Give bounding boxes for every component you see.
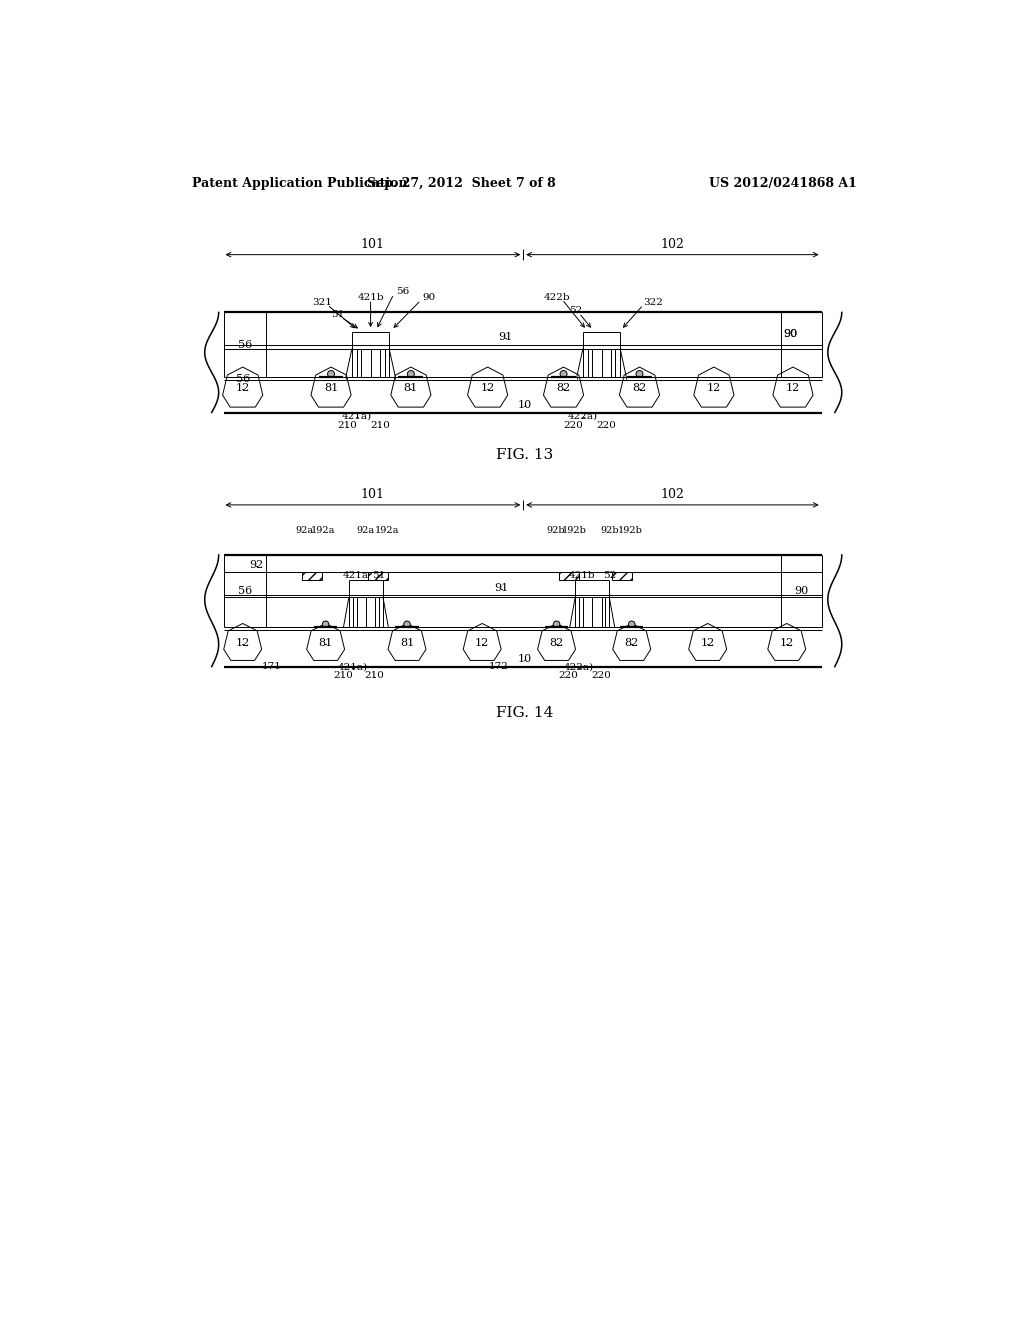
Text: 101: 101 bbox=[360, 238, 385, 251]
Text: 12: 12 bbox=[707, 383, 721, 393]
Text: 91: 91 bbox=[499, 333, 513, 342]
Bar bbox=[302, 572, 322, 581]
Polygon shape bbox=[223, 623, 262, 660]
Text: Sep. 27, 2012  Sheet 7 of 8: Sep. 27, 2012 Sheet 7 of 8 bbox=[367, 177, 556, 190]
Text: 12: 12 bbox=[236, 383, 250, 393]
Text: 220: 220 bbox=[558, 672, 579, 680]
Polygon shape bbox=[538, 623, 575, 660]
Circle shape bbox=[553, 620, 560, 627]
Circle shape bbox=[328, 371, 335, 378]
Polygon shape bbox=[388, 623, 426, 660]
Polygon shape bbox=[689, 623, 727, 660]
Text: 101: 101 bbox=[360, 488, 385, 502]
Text: FIG. 13: FIG. 13 bbox=[497, 447, 553, 462]
Text: US 2012/0241868 A1: US 2012/0241868 A1 bbox=[709, 177, 856, 190]
Text: 12: 12 bbox=[785, 383, 800, 393]
Text: 92: 92 bbox=[250, 560, 264, 570]
Text: 172: 172 bbox=[488, 663, 508, 671]
Text: 81: 81 bbox=[403, 383, 418, 393]
Text: 210: 210 bbox=[337, 421, 357, 430]
Text: 220: 220 bbox=[563, 421, 584, 430]
Bar bbox=[559, 572, 579, 581]
Text: 52: 52 bbox=[569, 306, 583, 315]
Text: 421a): 421a) bbox=[342, 412, 372, 421]
Polygon shape bbox=[544, 367, 584, 407]
Text: 12: 12 bbox=[475, 638, 489, 648]
Text: 92b: 92b bbox=[601, 525, 620, 535]
Text: 82: 82 bbox=[556, 383, 570, 393]
Text: 90: 90 bbox=[783, 329, 798, 339]
Polygon shape bbox=[620, 367, 659, 407]
Text: 192b: 192b bbox=[562, 525, 587, 535]
Bar bbox=[611, 572, 632, 581]
Polygon shape bbox=[773, 367, 813, 407]
Circle shape bbox=[323, 620, 329, 627]
Text: 81: 81 bbox=[324, 383, 338, 393]
Text: 12: 12 bbox=[236, 638, 250, 648]
Circle shape bbox=[403, 620, 411, 627]
Text: 91: 91 bbox=[495, 583, 509, 593]
Text: 422b: 422b bbox=[544, 293, 570, 301]
Text: 171: 171 bbox=[262, 663, 282, 671]
Text: 81: 81 bbox=[400, 638, 414, 648]
Text: 92b: 92b bbox=[547, 525, 565, 535]
Text: 52: 52 bbox=[603, 572, 616, 581]
Text: 90: 90 bbox=[795, 586, 809, 597]
Text: 90: 90 bbox=[422, 293, 435, 302]
Text: 422a): 422a) bbox=[568, 412, 598, 421]
Polygon shape bbox=[222, 367, 263, 407]
Polygon shape bbox=[311, 367, 351, 407]
Text: 92a: 92a bbox=[296, 525, 313, 535]
Circle shape bbox=[408, 371, 415, 378]
Text: 56: 56 bbox=[236, 374, 250, 384]
Text: 210: 210 bbox=[365, 672, 384, 680]
Text: 10: 10 bbox=[518, 400, 531, 409]
Text: 210: 210 bbox=[370, 421, 390, 430]
Text: 220: 220 bbox=[591, 672, 610, 680]
Bar bbox=[369, 572, 388, 581]
Text: 51: 51 bbox=[372, 572, 385, 581]
Text: 56: 56 bbox=[238, 586, 252, 597]
Text: 82: 82 bbox=[550, 638, 563, 648]
Text: 56: 56 bbox=[238, 339, 252, 350]
Text: 321: 321 bbox=[312, 298, 332, 306]
Polygon shape bbox=[468, 367, 508, 407]
Text: 12: 12 bbox=[480, 383, 495, 393]
Text: 102: 102 bbox=[660, 238, 684, 251]
Polygon shape bbox=[463, 623, 501, 660]
Text: 421a: 421a bbox=[343, 572, 369, 581]
Text: 422a): 422a) bbox=[564, 663, 594, 671]
Text: 82: 82 bbox=[625, 638, 639, 648]
Text: FIG. 14: FIG. 14 bbox=[496, 706, 554, 719]
Text: Patent Application Publication: Patent Application Publication bbox=[191, 177, 408, 190]
Text: 81: 81 bbox=[318, 638, 333, 648]
Text: 56: 56 bbox=[396, 288, 410, 296]
Text: 102: 102 bbox=[660, 488, 684, 502]
Text: 92a: 92a bbox=[356, 525, 375, 535]
Polygon shape bbox=[612, 623, 650, 660]
Text: 421b: 421b bbox=[569, 572, 596, 581]
Text: 192a: 192a bbox=[375, 525, 399, 535]
Text: 421b: 421b bbox=[357, 293, 384, 301]
Text: 12: 12 bbox=[779, 638, 794, 648]
Circle shape bbox=[560, 371, 567, 378]
Text: 10: 10 bbox=[518, 653, 531, 664]
Polygon shape bbox=[306, 623, 345, 660]
Text: 220: 220 bbox=[596, 421, 616, 430]
Text: 192a: 192a bbox=[311, 525, 336, 535]
Text: 12: 12 bbox=[700, 638, 715, 648]
Polygon shape bbox=[391, 367, 431, 407]
Polygon shape bbox=[694, 367, 734, 407]
Text: 210: 210 bbox=[334, 672, 353, 680]
Text: 90: 90 bbox=[783, 329, 798, 339]
Polygon shape bbox=[768, 623, 806, 660]
Text: 192b: 192b bbox=[617, 525, 643, 535]
Text: 322: 322 bbox=[643, 298, 664, 306]
Circle shape bbox=[629, 620, 635, 627]
Text: 421a): 421a) bbox=[338, 663, 368, 671]
Text: 51: 51 bbox=[331, 310, 344, 319]
Circle shape bbox=[636, 371, 643, 378]
Text: 82: 82 bbox=[633, 383, 646, 393]
